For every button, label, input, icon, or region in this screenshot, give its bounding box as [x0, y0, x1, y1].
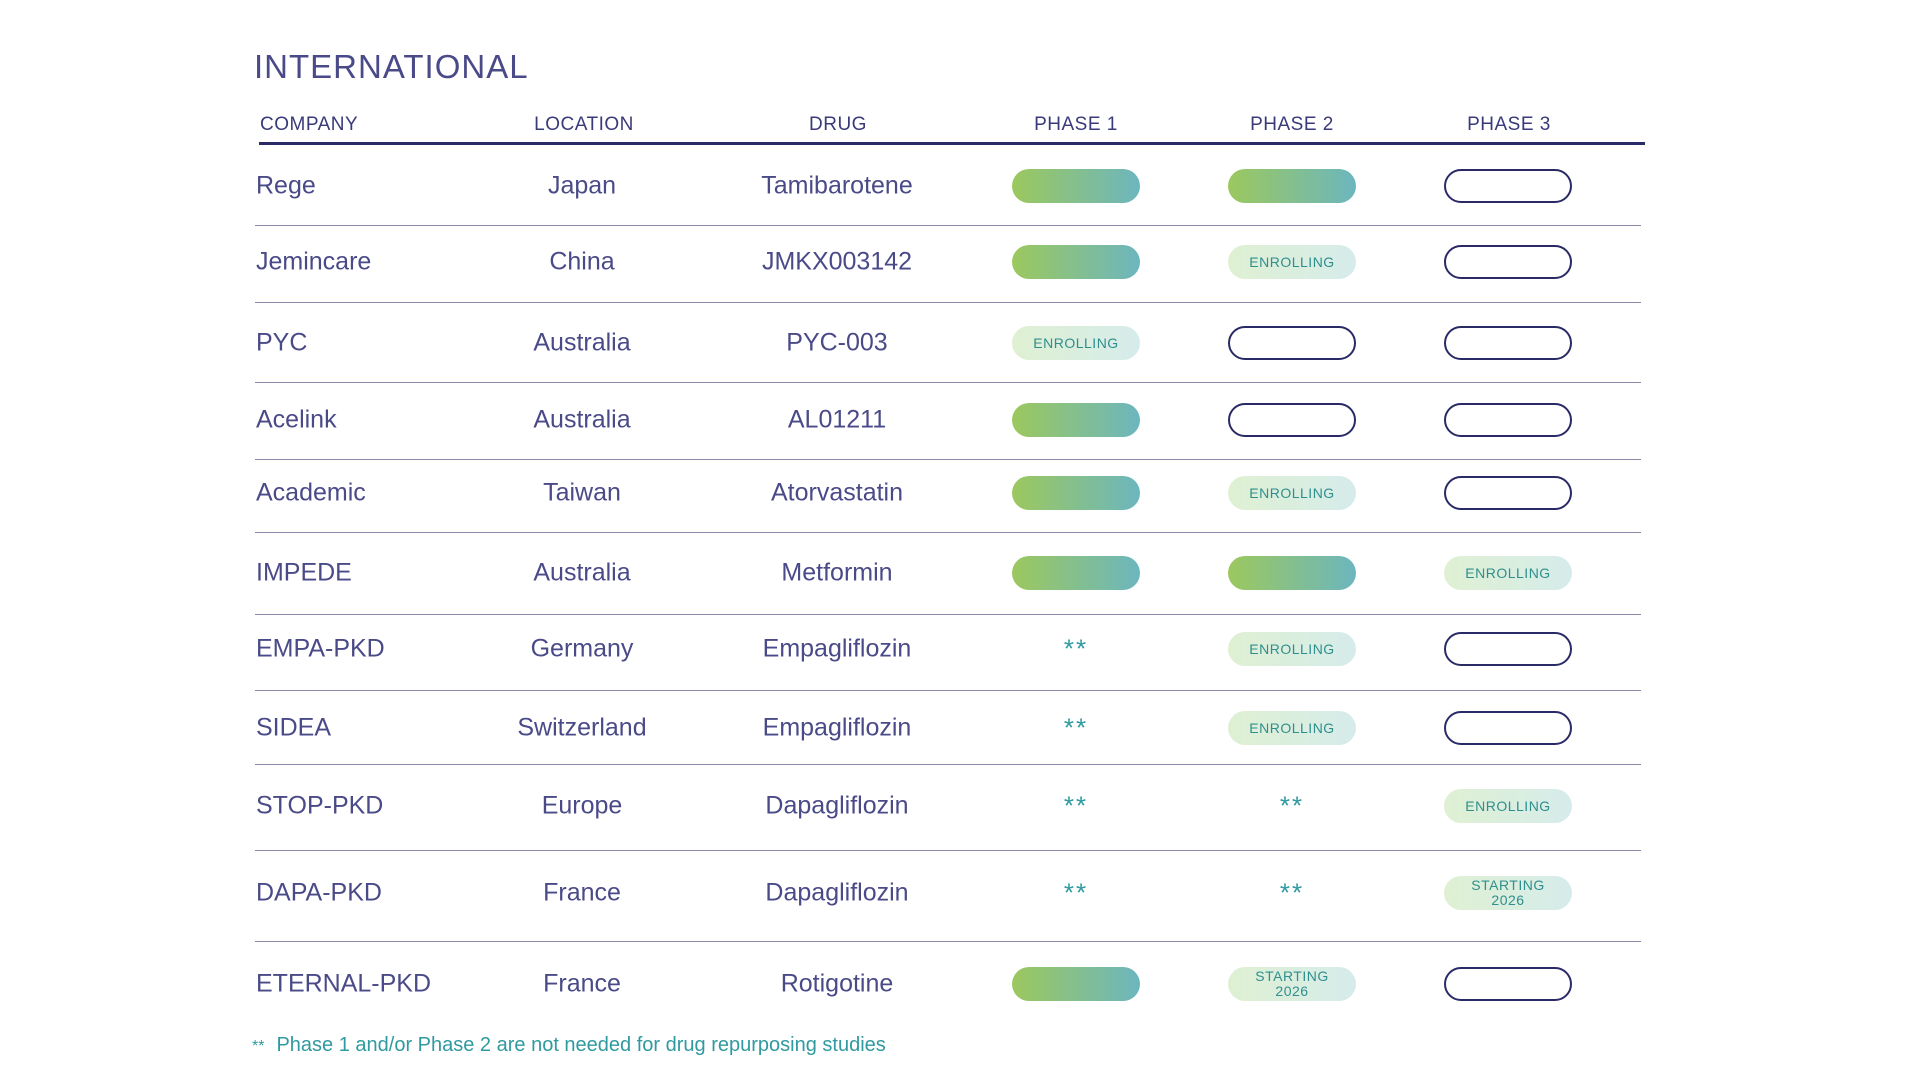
row-divider — [255, 382, 1641, 383]
page-title: INTERNATIONAL — [254, 48, 529, 85]
company-cell: Jemincare — [256, 247, 372, 276]
phase-2-complete-bar — [1228, 169, 1356, 203]
drug-cell: Dapagliflozin — [765, 791, 909, 820]
phase-2-enrolling-badge: ENROLLING — [1228, 476, 1356, 510]
footnote-text: Phase 1 and/or Phase 2 are not needed fo… — [276, 1034, 886, 1056]
drug-cell: Tamibarotene — [761, 171, 913, 200]
phase-1-complete-bar — [1012, 556, 1140, 590]
drug-cell: JMKX003142 — [761, 247, 913, 276]
phase-3-empty-bar — [1444, 476, 1572, 510]
header-divider — [259, 142, 1645, 145]
phase-1-complete-bar — [1012, 967, 1140, 1001]
phase-3-empty-bar — [1444, 711, 1572, 745]
drug-cell: PYC-003 — [786, 328, 888, 357]
location-cell: China — [549, 247, 615, 276]
company-cell: Rege — [256, 171, 316, 200]
footnote-mark: ** — [252, 1038, 265, 1055]
phase-2-starting-badge: STARTING 2026 — [1228, 967, 1356, 1001]
row-divider — [255, 532, 1641, 533]
header-drug: DRUG — [809, 114, 867, 135]
drug-cell: Metformin — [781, 558, 893, 587]
company-cell: ETERNAL-PKD — [256, 969, 432, 998]
phase-2-enrolling-badge: ENROLLING — [1228, 632, 1356, 666]
drug-cell: Empagliflozin — [762, 634, 912, 663]
header-phase-1: PHASE 1 — [1034, 114, 1118, 135]
company-cell: DAPA-PKD — [256, 878, 382, 907]
company-cell: Acelink — [256, 405, 337, 434]
header-phase-3: PHASE 3 — [1467, 114, 1551, 135]
phase-1-not-needed-marker: ** — [1063, 877, 1089, 908]
location-cell: Japan — [547, 171, 617, 200]
location-cell: Taiwan — [543, 478, 621, 507]
phase-3-starting-badge: STARTING 2026 — [1444, 876, 1572, 910]
phase-2-empty-bar — [1228, 326, 1356, 360]
drug-cell: Dapagliflozin — [765, 878, 909, 907]
drug-cell: Empagliflozin — [762, 713, 912, 742]
location-cell: France — [543, 969, 621, 998]
row-divider — [255, 459, 1641, 460]
phase-3-enrolling-badge: ENROLLING — [1444, 556, 1572, 590]
company-cell: PYC — [256, 328, 308, 357]
phase-3-empty-bar — [1444, 245, 1572, 279]
location-cell: France — [543, 878, 621, 907]
company-cell: STOP-PKD — [256, 791, 384, 820]
row-divider — [255, 690, 1641, 691]
phase-2-enrolling-badge: ENROLLING — [1228, 711, 1356, 745]
header-location: LOCATION — [534, 114, 634, 135]
phase-3-empty-bar — [1444, 169, 1572, 203]
row-divider — [255, 225, 1641, 226]
phase-2-not-needed-marker: ** — [1279, 790, 1305, 821]
location-cell: Germany — [530, 634, 634, 663]
phase-1-complete-bar — [1012, 169, 1140, 203]
company-cell: Academic — [256, 478, 366, 507]
header-company: COMPANY — [260, 114, 359, 135]
drug-cell: Rotigotine — [780, 969, 894, 998]
phase-1-not-needed-marker: ** — [1063, 790, 1089, 821]
phase-3-empty-bar — [1444, 967, 1572, 1001]
phase-2-complete-bar — [1228, 556, 1356, 590]
location-cell: Switzerland — [517, 713, 647, 742]
row-divider — [255, 850, 1641, 851]
phase-3-empty-bar — [1444, 326, 1572, 360]
company-cell: SIDEA — [256, 713, 332, 742]
footnote: ** Phase 1 and/or Phase 2 are not needed … — [252, 1034, 886, 1057]
phase-1-complete-bar — [1012, 476, 1140, 510]
phase-3-empty-bar — [1444, 403, 1572, 437]
header-phase-2: PHASE 2 — [1250, 114, 1334, 135]
phase-3-enrolling-badge: ENROLLING — [1444, 789, 1572, 823]
location-cell: Australia — [533, 405, 631, 434]
phase-1-not-needed-marker: ** — [1063, 712, 1089, 743]
phase-2-not-needed-marker: ** — [1279, 877, 1305, 908]
row-divider — [255, 614, 1641, 615]
company-cell: EMPA-PKD — [256, 634, 385, 663]
phase-1-not-needed-marker: ** — [1063, 633, 1089, 664]
location-cell: Europe — [541, 791, 623, 820]
company-cell: IMPEDE — [256, 558, 352, 587]
phase-3-empty-bar — [1444, 632, 1572, 666]
row-divider — [255, 302, 1641, 303]
location-cell: Australia — [533, 328, 631, 357]
row-divider — [255, 764, 1641, 765]
drug-cell: AL01211 — [787, 405, 887, 434]
phase-2-empty-bar — [1228, 403, 1356, 437]
location-cell: Australia — [533, 558, 631, 587]
phase-1-complete-bar — [1012, 403, 1140, 437]
drug-cell: Atorvastatin — [770, 478, 904, 507]
row-divider — [255, 941, 1641, 942]
phase-1-enrolling-badge: ENROLLING — [1012, 326, 1140, 360]
phase-2-enrolling-badge: ENROLLING — [1228, 245, 1356, 279]
phase-1-complete-bar — [1012, 245, 1140, 279]
